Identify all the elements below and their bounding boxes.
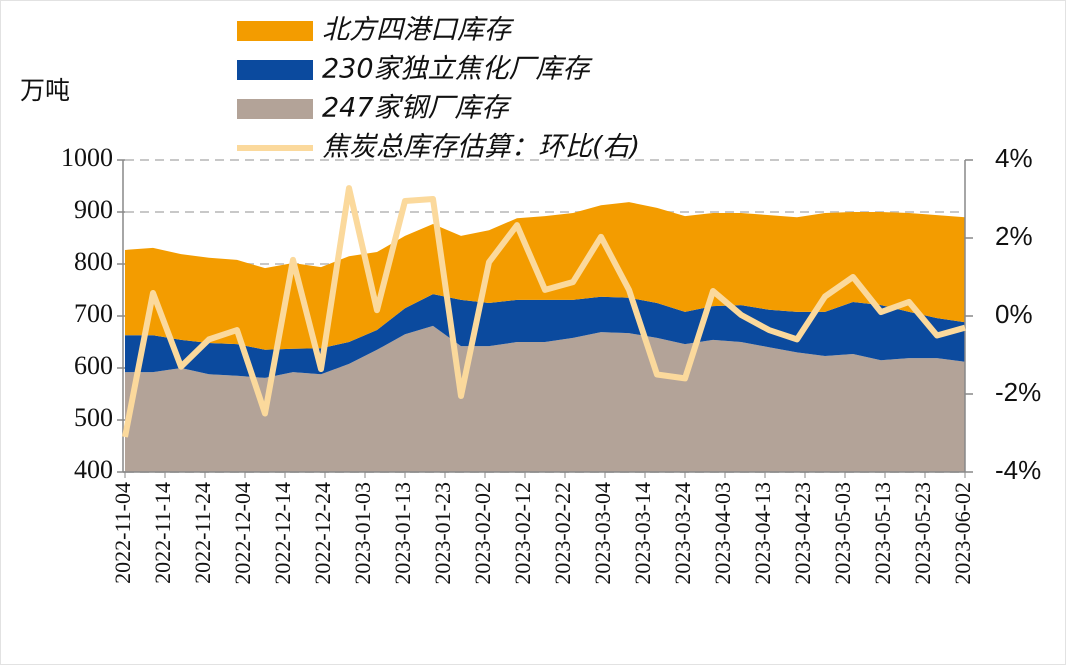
- x-tick-label: 2023-01-13: [390, 482, 415, 585]
- area: [125, 325, 965, 472]
- y-tick-label: 900: [74, 195, 113, 224]
- x-tick-label: 2023-06-02: [950, 482, 975, 585]
- x-tick-label: 2023-04-03: [710, 482, 735, 585]
- area: [125, 202, 965, 350]
- x-tick-label: 2023-01-23: [430, 482, 455, 585]
- legend-label: 247家钢厂库存: [322, 93, 513, 124]
- y2-tick-label: 2%: [995, 221, 1033, 251]
- y-tick-label: 700: [74, 299, 113, 328]
- x-tick-label: 2023-02-02: [470, 482, 495, 585]
- x-tick-label: 2022-12-14: [270, 482, 295, 585]
- line: [122, 185, 966, 438]
- legend-swatch: [237, 21, 313, 41]
- y-tick-label: 800: [74, 247, 113, 276]
- y2-tick-label: -2%: [995, 377, 1041, 407]
- legend-label: 230家独立焦化厂库存: [322, 54, 594, 85]
- legend-swatch: [237, 60, 313, 80]
- y2-tick-label: -4%: [995, 455, 1041, 485]
- x-tick-label: 2022-12-04: [230, 482, 255, 585]
- y-tick-label: 600: [74, 351, 113, 380]
- x-tick-label: 2023-05-13: [870, 482, 895, 585]
- x-tick-label: 2022-11-14: [150, 482, 175, 584]
- y2-tick-label: 0%: [995, 299, 1033, 329]
- legend-label: 焦炭总库存估算：环比(右): [322, 132, 640, 163]
- x-tick-label: 2022-12-24: [310, 482, 335, 585]
- x-tick-label: 2023-02-12: [510, 482, 535, 585]
- x-tick-label: 2023-05-03: [830, 482, 855, 585]
- x-tick-label: 2022-11-04: [110, 482, 135, 584]
- x-tick-label: 2023-04-23: [790, 482, 815, 585]
- y-tick-label: 1000: [61, 143, 113, 172]
- x-tick-label: 2023-03-24: [670, 482, 695, 585]
- legend-label: 北方四港口库存: [322, 15, 515, 46]
- x-tick-label: 2023-05-23: [910, 482, 935, 585]
- x-tick-label: 2023-03-04: [590, 482, 615, 585]
- y-tick-label: 400: [74, 455, 113, 484]
- y2-tick-label: 4%: [995, 143, 1033, 173]
- x-tick-label: 2023-03-14: [630, 482, 655, 585]
- x-tick-label: 2022-11-24: [190, 482, 215, 584]
- x-tick-label: 2023-02-22: [550, 482, 575, 585]
- y-axis-label: 万吨: [20, 76, 70, 105]
- legend-swatch: [237, 99, 313, 119]
- y-tick-label: 500: [74, 403, 113, 432]
- x-tick-label: 2023-04-13: [750, 482, 775, 585]
- area: [125, 294, 965, 378]
- x-tick-label: 2023-01-03: [350, 482, 375, 585]
